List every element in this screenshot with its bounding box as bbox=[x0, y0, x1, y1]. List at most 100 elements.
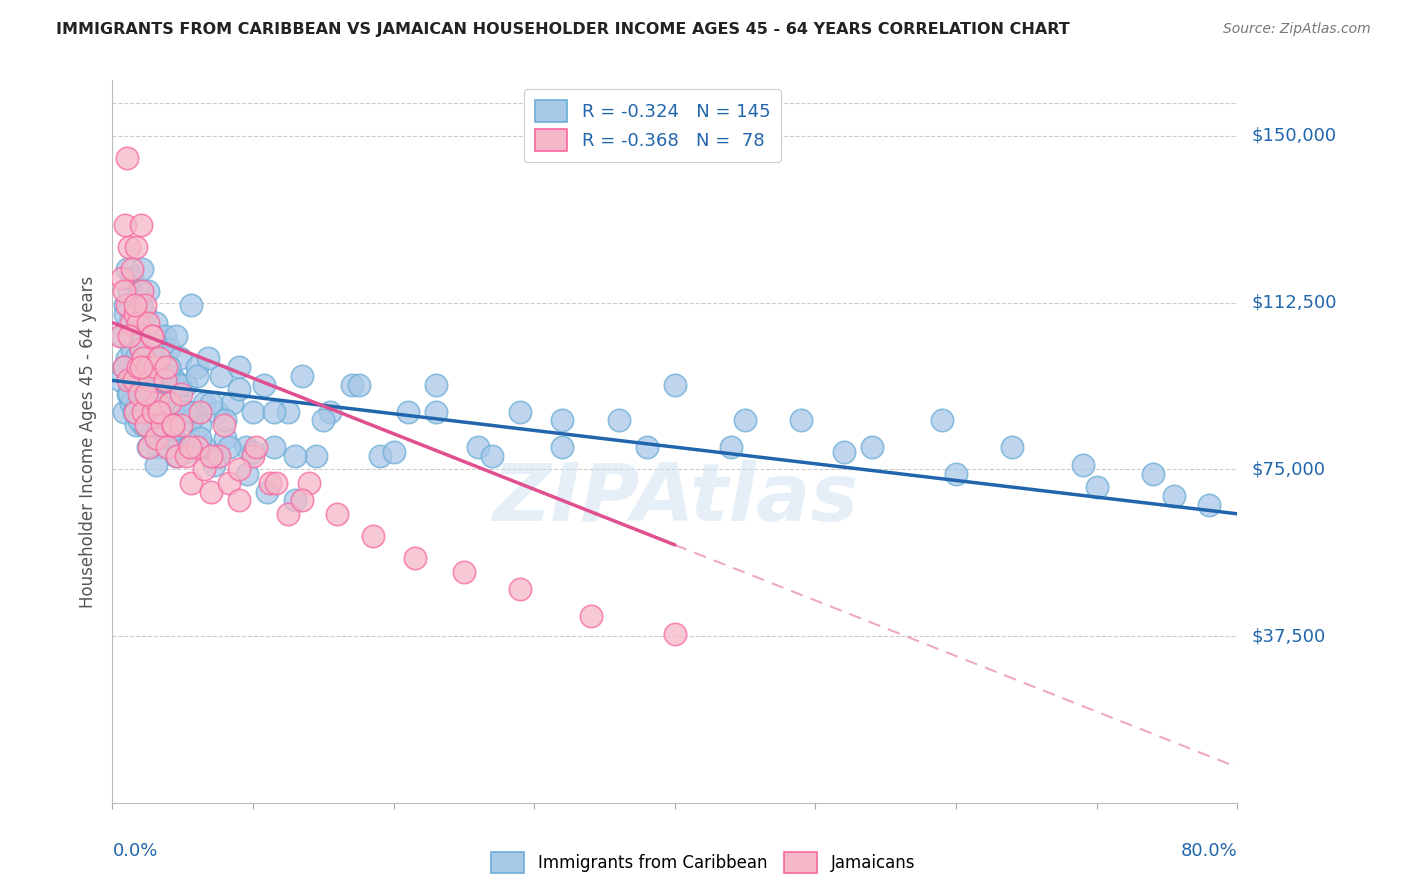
Point bbox=[157, 360, 180, 375]
Point bbox=[118, 285, 141, 299]
Point bbox=[155, 413, 177, 427]
Point bbox=[242, 404, 264, 418]
Point bbox=[142, 404, 165, 418]
Point bbox=[326, 507, 349, 521]
Point bbox=[200, 484, 222, 499]
Point bbox=[145, 431, 167, 445]
Point bbox=[207, 449, 229, 463]
Point bbox=[132, 404, 155, 418]
Point bbox=[200, 449, 222, 463]
Point bbox=[128, 285, 150, 299]
Point bbox=[291, 493, 314, 508]
Point bbox=[145, 458, 167, 472]
Point bbox=[124, 404, 146, 418]
Y-axis label: Householder Income Ages 45 - 64 years: Householder Income Ages 45 - 64 years bbox=[79, 276, 97, 607]
Point bbox=[664, 627, 686, 641]
Point bbox=[208, 449, 231, 463]
Point bbox=[124, 298, 146, 312]
Point bbox=[112, 360, 135, 375]
Point bbox=[228, 360, 250, 375]
Point bbox=[156, 440, 179, 454]
Point bbox=[129, 298, 152, 312]
Point bbox=[112, 285, 135, 299]
Point bbox=[218, 440, 240, 454]
Point bbox=[242, 444, 264, 458]
Point bbox=[188, 404, 211, 418]
Point bbox=[228, 462, 250, 476]
Point bbox=[141, 329, 163, 343]
Point bbox=[218, 475, 240, 490]
Point bbox=[145, 316, 167, 330]
Point bbox=[174, 444, 197, 458]
Point bbox=[146, 431, 169, 445]
Point bbox=[176, 404, 198, 418]
Point bbox=[142, 404, 165, 418]
Point bbox=[245, 440, 267, 454]
Point bbox=[607, 413, 630, 427]
Point bbox=[284, 493, 307, 508]
Point bbox=[382, 444, 405, 458]
Point bbox=[135, 404, 157, 418]
Point bbox=[111, 329, 134, 343]
Point bbox=[117, 373, 139, 387]
Point bbox=[193, 395, 215, 409]
Point bbox=[108, 329, 131, 343]
Point bbox=[124, 298, 146, 312]
Point bbox=[579, 609, 602, 624]
Point bbox=[118, 316, 141, 330]
Point bbox=[136, 386, 159, 401]
Point bbox=[221, 395, 243, 409]
Point bbox=[284, 449, 307, 463]
Point bbox=[127, 316, 149, 330]
Point bbox=[172, 404, 194, 418]
Point bbox=[174, 449, 197, 463]
Point bbox=[264, 475, 287, 490]
Point bbox=[134, 298, 156, 312]
Point bbox=[148, 404, 170, 418]
Point bbox=[162, 431, 184, 445]
Point bbox=[188, 431, 211, 445]
Point bbox=[235, 440, 257, 454]
Point bbox=[790, 413, 813, 427]
Point bbox=[128, 386, 150, 401]
Point bbox=[163, 422, 186, 436]
Point bbox=[298, 475, 321, 490]
Point bbox=[114, 307, 136, 321]
Point bbox=[551, 440, 574, 454]
Point bbox=[152, 373, 174, 387]
Point bbox=[132, 351, 155, 366]
Point bbox=[212, 417, 235, 432]
Text: ZIPAtlas: ZIPAtlas bbox=[492, 460, 858, 539]
Point bbox=[138, 440, 160, 454]
Point bbox=[159, 404, 181, 418]
Point bbox=[169, 377, 191, 392]
Point bbox=[150, 404, 173, 418]
Point bbox=[131, 262, 153, 277]
Point bbox=[259, 475, 281, 490]
Point bbox=[509, 404, 531, 418]
Point bbox=[186, 440, 208, 454]
Point bbox=[136, 440, 159, 454]
Point bbox=[112, 404, 135, 418]
Point bbox=[200, 395, 222, 409]
Point bbox=[202, 458, 225, 472]
Point bbox=[167, 395, 190, 409]
Point bbox=[1071, 458, 1094, 472]
Point bbox=[129, 218, 152, 232]
Point bbox=[157, 343, 180, 357]
Point bbox=[263, 440, 285, 454]
Point bbox=[186, 360, 208, 375]
Point bbox=[129, 360, 152, 375]
Point bbox=[127, 360, 149, 375]
Point bbox=[118, 329, 141, 343]
Point bbox=[636, 440, 658, 454]
Point bbox=[467, 440, 489, 454]
Point bbox=[159, 395, 181, 409]
Point bbox=[135, 417, 157, 432]
Point bbox=[186, 368, 208, 383]
Point bbox=[136, 360, 159, 375]
Point bbox=[1142, 467, 1164, 481]
Point bbox=[125, 240, 148, 254]
Point bbox=[180, 413, 202, 427]
Point bbox=[150, 417, 173, 432]
